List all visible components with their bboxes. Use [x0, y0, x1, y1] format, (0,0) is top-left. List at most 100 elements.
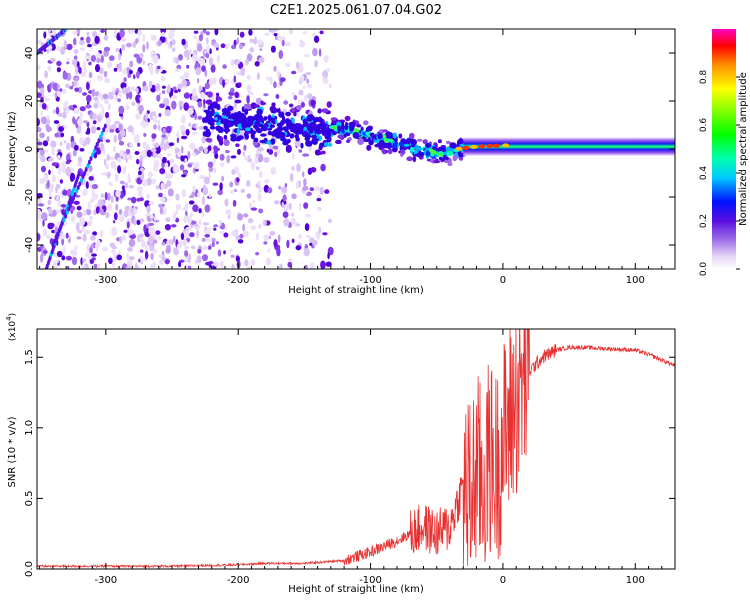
heatmap-cell	[66, 265, 70, 269]
colorbar-tick-label: 0.4	[699, 166, 709, 181]
heatmap-cell	[235, 117, 240, 124]
heatmap-cell	[400, 138, 407, 143]
heatmap-cell	[91, 31, 98, 38]
heatmap-cell	[164, 109, 171, 117]
snr-frame	[36, 328, 676, 570]
heatmap-cell	[216, 134, 220, 141]
heatmap-cell	[143, 224, 147, 234]
heatmap-cell	[37, 39, 43, 44]
heatmap-cell	[112, 220, 116, 224]
heatmap-cell	[148, 226, 152, 235]
heatmap-cell	[75, 194, 81, 198]
heatmap-cell	[156, 236, 162, 240]
x-tick-label: 100	[626, 575, 645, 586]
heatmap-cell	[270, 131, 277, 137]
heatmap-cell	[97, 74, 103, 82]
heatmap-cell	[62, 111, 67, 119]
heatmap-cell	[502, 143, 510, 148]
heatmap-cell	[215, 95, 219, 103]
heatmap-cell	[56, 195, 60, 201]
heatmap-cell	[188, 253, 192, 262]
heatmap-cell	[246, 84, 252, 93]
heatmap-cell	[173, 235, 176, 243]
heatmap-cell	[119, 149, 124, 157]
heatmap-cell	[179, 75, 185, 80]
heatmap-cell	[135, 94, 142, 103]
heatmap-cell	[57, 90, 62, 98]
heatmap-cell	[174, 68, 181, 72]
heatmap-cell	[224, 123, 232, 128]
heatmap-cell	[413, 145, 420, 150]
heatmap-cell	[304, 54, 310, 58]
heatmap-cell	[115, 203, 119, 211]
heatmap-cell	[276, 122, 284, 128]
heatmap-cell	[207, 91, 213, 98]
heatmap-cell	[138, 104, 144, 113]
x-tick-label: -300	[94, 275, 117, 286]
heatmap-cell	[231, 44, 237, 50]
heatmap-cell	[303, 202, 309, 210]
heatmap-cell	[63, 140, 67, 144]
heatmap-cell	[181, 130, 186, 136]
heatmap-cell	[230, 87, 235, 93]
heatmap-cell	[250, 132, 255, 140]
heatmap-cell	[316, 206, 322, 211]
heatmap-cell	[223, 232, 229, 238]
x-tick-label: -200	[227, 275, 250, 286]
heatmap-cell	[94, 91, 100, 97]
heatmap-cell	[153, 216, 157, 221]
heatmap-cell	[119, 236, 122, 244]
heatmap-cell	[86, 163, 90, 169]
heatmap-cell	[304, 223, 310, 232]
heatmap-cell	[193, 30, 199, 34]
heatmap-cell	[161, 256, 167, 261]
heatmap-cell	[51, 29, 57, 37]
heatmap-cell	[263, 156, 270, 163]
heatmap-cell	[160, 142, 163, 151]
heatmap-cell	[198, 208, 202, 214]
heatmap-cell	[264, 32, 270, 36]
heatmap-cell	[282, 211, 289, 219]
heatmap-cell	[282, 126, 289, 131]
heatmap-cell	[214, 29, 219, 36]
heatmap-cell	[216, 103, 221, 111]
heatmap-cell	[192, 167, 197, 174]
heatmap-cell	[175, 57, 180, 64]
heatmap-cell	[318, 48, 322, 57]
colorbar-gradient	[712, 29, 736, 269]
heatmap-cell	[218, 139, 224, 146]
heatmap-cell	[48, 184, 54, 194]
heatmap-cell	[43, 250, 48, 254]
heatmap-cell	[205, 114, 212, 120]
heatmap-cell	[164, 162, 169, 168]
heatmap-cell	[196, 43, 203, 52]
heatmap-cell	[203, 176, 210, 185]
heatmap-cell	[76, 211, 83, 218]
heatmap-cell	[104, 192, 108, 201]
heatmap-cell	[186, 52, 190, 61]
heatmap-cell	[308, 122, 316, 127]
heatmap-cell	[198, 126, 205, 130]
heatmap-cell	[164, 258, 170, 265]
heatmap-cell	[121, 44, 126, 51]
heatmap-cell	[103, 34, 109, 41]
heatmap-cell	[369, 132, 375, 138]
heatmap-cell	[283, 100, 289, 105]
heatmap-cell	[47, 199, 52, 206]
heatmap-cell	[119, 214, 124, 223]
heatmap-cell	[255, 166, 260, 171]
heatmap-cell	[210, 148, 214, 154]
heatmap-cell	[91, 183, 99, 190]
heatmap-cell	[133, 218, 137, 226]
heatmap-cell	[78, 67, 82, 74]
heatmap-cell	[285, 62, 291, 68]
heatmap-cell	[235, 255, 240, 262]
heatmap-cell	[39, 132, 45, 139]
heatmap-cell	[151, 133, 157, 139]
heatmap-cell	[222, 64, 227, 69]
heatmap-cell	[317, 108, 322, 114]
heatmap-cell	[230, 59, 235, 67]
heatmap-cell	[307, 83, 312, 89]
heatmap-cell	[206, 37, 209, 45]
